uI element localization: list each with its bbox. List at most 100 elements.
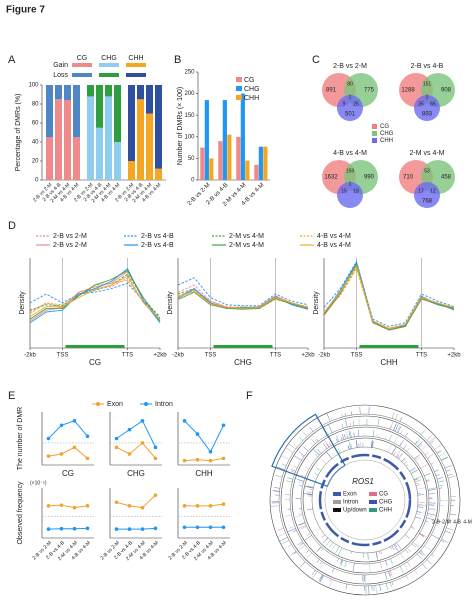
methylation-tick <box>411 543 416 548</box>
methylation-tick <box>298 485 303 487</box>
methylation-tick <box>281 455 290 461</box>
methylation-tick <box>350 551 352 555</box>
methylation-tick <box>350 443 353 449</box>
methylation-tick <box>372 441 374 448</box>
venn-title: 2-B vs 4-B <box>411 63 444 70</box>
methylation-tick <box>304 535 312 541</box>
bar-segment <box>64 100 71 180</box>
methylation-tick <box>415 441 418 445</box>
legend-swatch <box>369 500 377 504</box>
legend-label: CG <box>379 492 388 498</box>
y-tick-label: 60 <box>32 121 39 127</box>
methylation-tick <box>417 504 427 506</box>
point <box>114 500 119 505</box>
methylation-tick <box>356 440 358 448</box>
methylation-tick <box>294 455 302 461</box>
legend-swatch <box>333 492 341 496</box>
venn-circle <box>337 182 363 208</box>
point <box>221 456 226 461</box>
figure-title: Figure 7 <box>6 5 45 16</box>
methylation-tick <box>312 449 320 456</box>
methylation-tick <box>298 522 306 526</box>
venn-count: 990 <box>364 175 375 181</box>
methylation-tick <box>406 447 410 452</box>
methylation-tick <box>414 454 420 460</box>
point <box>85 526 90 531</box>
methylation-tick <box>310 489 313 491</box>
venn-count: 25 <box>353 101 359 107</box>
methylation-tick <box>371 439 373 448</box>
venn-count: 17 <box>418 188 424 194</box>
legend-label: 2-B vs 4-B <box>141 242 174 249</box>
methylation-tick <box>389 582 392 587</box>
methylation-tick <box>385 436 387 440</box>
density-line <box>323 260 455 327</box>
methylation-tick <box>328 425 333 433</box>
methylation-tick <box>422 563 428 570</box>
x-tick-label: +2kb <box>447 353 461 359</box>
legend-label: Gain <box>53 62 68 69</box>
methylation-tick <box>306 552 312 558</box>
methylation-tick <box>273 487 280 489</box>
point <box>195 525 200 530</box>
point <box>195 504 200 508</box>
venn-count: 775 <box>364 88 375 94</box>
point <box>208 504 213 508</box>
methylation-tick <box>414 440 418 445</box>
methylation-tick <box>420 464 428 469</box>
methylation-tick <box>448 475 456 479</box>
point <box>59 503 64 507</box>
methylation-tick <box>335 546 340 553</box>
point <box>208 525 213 530</box>
methylation-tick <box>417 506 424 508</box>
methylation-tick <box>405 464 408 467</box>
methylation-tick <box>419 551 424 556</box>
venn-count: 1632 <box>324 175 338 181</box>
venn-count: 35 <box>418 101 424 107</box>
methylation-tick <box>376 551 378 558</box>
methylation-tick <box>434 444 442 450</box>
methylation-tick <box>389 434 392 441</box>
methylation-tick <box>375 551 378 560</box>
methylation-tick <box>391 448 396 455</box>
methylation-tick <box>400 430 403 435</box>
methylation-tick <box>395 450 401 458</box>
gene-ring <box>318 453 412 547</box>
methylation-tick <box>290 470 296 473</box>
venn-count: 53 <box>424 168 430 174</box>
series-line <box>116 442 156 459</box>
methylation-tick <box>389 546 392 550</box>
methylation-tick <box>397 426 402 433</box>
point <box>46 504 51 508</box>
point <box>153 493 158 497</box>
methylation-tick <box>399 416 403 422</box>
venn-count: 710 <box>403 175 414 181</box>
bar-segment <box>55 85 62 100</box>
density-line <box>177 291 309 310</box>
point <box>221 502 226 506</box>
methylation-tick <box>345 419 348 428</box>
bar <box>254 164 259 180</box>
methylation-tick <box>292 529 297 533</box>
methylation-tick <box>419 532 427 538</box>
track-label: 4-B <box>453 519 461 525</box>
methylation-tick <box>436 475 440 477</box>
methylation-tick <box>340 559 343 564</box>
methylation-tick <box>304 485 314 489</box>
bar-segment <box>146 113 153 180</box>
methylation-tick <box>369 563 371 573</box>
point <box>114 436 119 441</box>
methylation-tick <box>282 539 290 544</box>
venn-count: 891 <box>326 88 337 94</box>
venn-title: 2-M vs 4-M <box>410 150 445 157</box>
methylation-tick <box>322 537 329 544</box>
bar-segment <box>105 85 112 97</box>
point <box>140 505 145 510</box>
scale-label: (×10⁻⁵) <box>30 480 47 486</box>
point <box>182 525 187 530</box>
methylation-tick <box>390 558 393 564</box>
methylation-tick <box>316 528 321 531</box>
methylation-tick <box>441 538 449 544</box>
y-axis-label: Percentage of DMRs (%) <box>15 94 22 172</box>
